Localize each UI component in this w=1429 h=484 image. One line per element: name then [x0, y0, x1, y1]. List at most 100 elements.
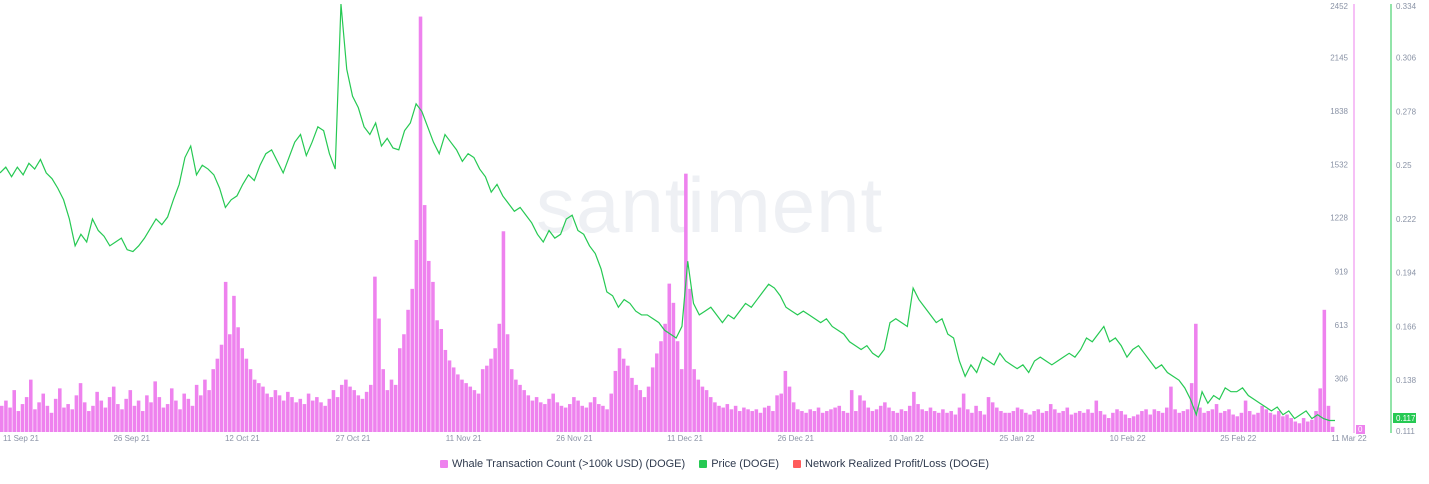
whale-bar: [708, 397, 713, 432]
whale-bar: [356, 395, 361, 432]
whale-bar: [402, 334, 406, 432]
left-current-badge: 0: [1356, 425, 1365, 434]
whale-bar: [638, 390, 643, 432]
svg-text:0.117: 0.117: [1396, 414, 1416, 423]
whale-bar: [605, 409, 609, 432]
whale-bar: [679, 369, 684, 432]
whale-bar: [646, 386, 651, 432]
whale-bar: [1268, 412, 1273, 432]
left-y-tick-label: 1228: [1330, 214, 1348, 223]
whale-bar: [414, 239, 419, 432]
whale-bar: [422, 205, 427, 432]
whale-bar: [1086, 409, 1090, 432]
whale-bar: [368, 384, 373, 432]
whale-bar: [999, 411, 1003, 432]
whale-bar: [1169, 386, 1173, 432]
whale-bar: [431, 281, 435, 432]
whale-bar: [1011, 411, 1016, 432]
whale-bar: [1173, 409, 1177, 432]
whale-bar: [800, 411, 804, 432]
whale-bar: [663, 323, 667, 432]
whale-bar: [1297, 423, 1302, 432]
whale-bar: [990, 402, 995, 432]
whale-bar: [236, 327, 240, 432]
whale-bar: [538, 402, 543, 432]
whale-bar: [617, 348, 622, 432]
whale-bar: [377, 318, 381, 432]
right-y-tick-label: 0.25: [1396, 161, 1412, 170]
whale-bar: [418, 16, 423, 432]
whale-bar: [78, 383, 83, 432]
whale-bar: [95, 391, 99, 432]
whale-bar: [995, 407, 999, 432]
whale-bar: [953, 414, 958, 432]
whale-bar: [874, 409, 879, 432]
left-y-tick-label: 919: [1335, 268, 1349, 277]
whale-bar: [20, 404, 25, 432]
whale-bar: [1314, 411, 1318, 432]
whale-bar: [485, 365, 489, 432]
whale-bar: [1156, 411, 1161, 432]
whale-bar: [136, 400, 141, 432]
svg-text:0: 0: [1358, 425, 1363, 434]
whale-bar: [339, 384, 344, 432]
whale-bar: [145, 395, 149, 432]
whale-bar: [360, 398, 365, 432]
whale-bar: [1305, 421, 1310, 432]
whale-bar: [522, 390, 526, 432]
whale-bar: [812, 411, 817, 432]
legend-item-whale[interactable]: Whale Transaction Count (>100k USD) (DOG…: [439, 458, 686, 470]
whale-bar: [870, 411, 875, 432]
whale-bar: [572, 397, 576, 432]
whale-bar: [435, 320, 439, 432]
whale-bar: [936, 412, 941, 432]
whale-bar: [468, 386, 473, 432]
whale-bar: [252, 379, 257, 432]
whale-bar: [642, 397, 647, 432]
whale-bar: [1003, 412, 1007, 432]
whale-bar: [1177, 412, 1181, 432]
left-y-tick-label: 1532: [1330, 161, 1348, 170]
whale-bar: [837, 405, 842, 432]
whale-bar: [1127, 418, 1132, 432]
legend-label-whale: Whale Transaction Count (>100k USD) (DOG…: [451, 458, 686, 470]
whale-bar: [1318, 388, 1322, 432]
whale-bar: [1214, 404, 1219, 432]
whale-bar: [1210, 409, 1215, 432]
whale-bar: [1032, 411, 1036, 432]
legend-label-price: Price (DOGE): [711, 458, 780, 470]
whale-bar: [829, 409, 833, 432]
whale-bar: [758, 412, 763, 432]
whale-bar: [153, 381, 157, 432]
whale-bar: [659, 341, 663, 432]
whale-bar: [348, 386, 352, 432]
whale-bar: [1206, 411, 1211, 432]
whale-bar: [273, 390, 278, 432]
legend-item-price[interactable]: Price (DOGE): [699, 458, 779, 470]
whale-bar: [621, 358, 626, 432]
whale-bar: [899, 409, 904, 432]
whale-bar: [737, 411, 742, 432]
whale-bar: [808, 409, 813, 432]
whale-bar: [526, 395, 531, 432]
whale-bar: [783, 370, 788, 432]
whale-bar: [903, 411, 908, 432]
whale-bar: [33, 409, 37, 432]
legend-item-profit-loss[interactable]: Network Realized Profit/Loss (DOGE): [793, 458, 989, 470]
whale-bar: [1024, 412, 1028, 432]
whale-bar: [932, 411, 937, 432]
whale-bar: [509, 369, 514, 432]
whale-bar: [1285, 414, 1289, 432]
whale-bar: [1069, 414, 1074, 432]
whale-bar: [597, 404, 601, 432]
whale-bar: [858, 395, 862, 432]
right-y-tick-label: 0.278: [1396, 108, 1417, 117]
whale-bar: [447, 360, 452, 432]
whale-bar: [464, 383, 468, 432]
whale-bar: [957, 407, 962, 432]
profit-loss-swatch-icon: [793, 460, 802, 468]
whale-bar: [713, 402, 717, 432]
whale-bar: [725, 404, 730, 432]
whale-bar: [563, 407, 568, 432]
